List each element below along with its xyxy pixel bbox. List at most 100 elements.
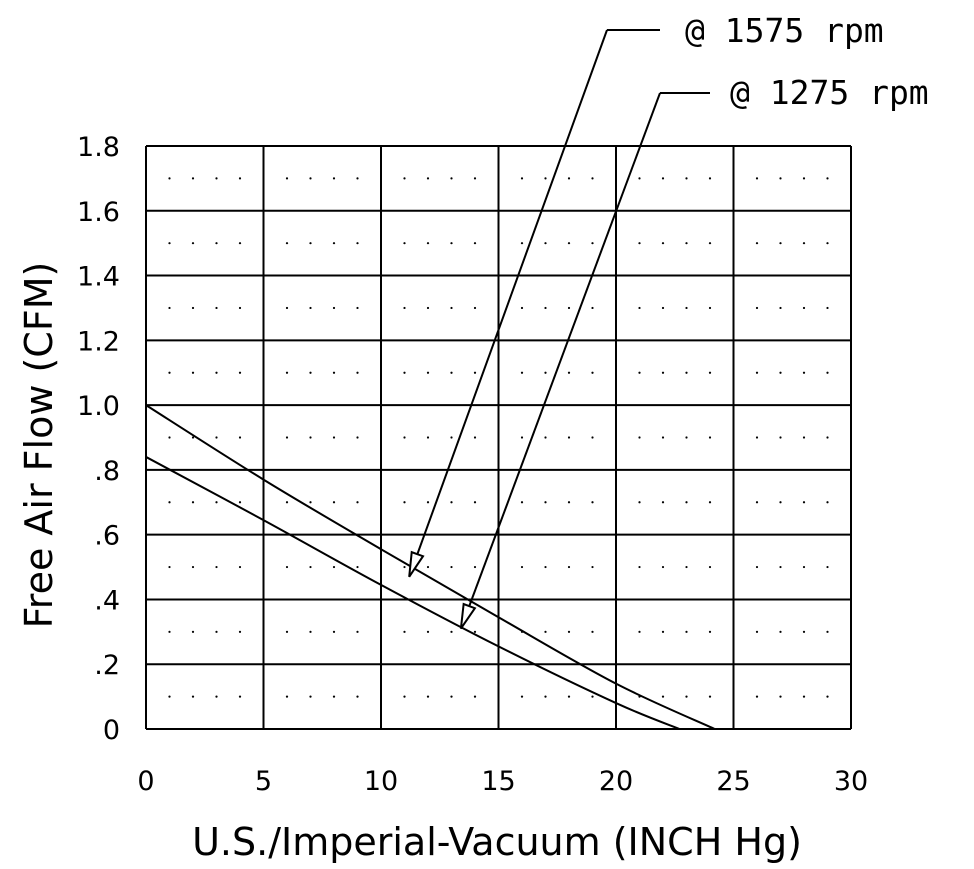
grid-dot bbox=[450, 695, 453, 698]
grid-dot bbox=[638, 242, 641, 245]
grid-dot bbox=[661, 436, 665, 439]
y-tick-label: 1.2 bbox=[77, 326, 120, 357]
grid-dot bbox=[473, 695, 477, 698]
annotation-2: @ 1275 rpm bbox=[459, 73, 929, 630]
grid-dot bbox=[473, 436, 477, 439]
grid-dot bbox=[356, 306, 359, 310]
grid-dot bbox=[215, 695, 218, 698]
grid-dot bbox=[450, 436, 453, 439]
grid-dot bbox=[779, 306, 782, 310]
grid-dot bbox=[309, 371, 312, 374]
x-tick-label: 0 bbox=[137, 766, 154, 797]
grid-dot bbox=[802, 177, 806, 180]
grid-dot bbox=[426, 501, 430, 504]
grid-dot bbox=[332, 242, 336, 245]
grid-dot bbox=[779, 565, 782, 569]
grid-dot bbox=[567, 565, 571, 569]
grid-dot bbox=[520, 242, 524, 245]
grid-dot bbox=[356, 371, 359, 374]
y-tick-labels: 0 .2 .4 .6 .8 1.0 1.2 1.4 1.6 1.8 bbox=[77, 132, 120, 746]
grid-dot bbox=[708, 501, 712, 504]
grid-dot bbox=[168, 242, 171, 245]
grid-dot bbox=[450, 565, 453, 569]
grid-dot bbox=[285, 565, 289, 569]
grid-dot bbox=[168, 501, 171, 504]
grid-dot bbox=[238, 306, 242, 310]
grid-dot bbox=[638, 177, 641, 180]
x-tick-label: 5 bbox=[255, 766, 272, 797]
grid-dot bbox=[356, 695, 359, 698]
grid-dot bbox=[779, 501, 782, 504]
grid-dot bbox=[285, 630, 289, 633]
grid-dot bbox=[591, 436, 594, 439]
grid-dot bbox=[685, 436, 688, 439]
grid-dot bbox=[191, 177, 195, 180]
grid-dot bbox=[638, 371, 641, 374]
grid-dot bbox=[685, 242, 688, 245]
grid-dot bbox=[403, 306, 406, 310]
grid-dot bbox=[238, 436, 242, 439]
grid-dot bbox=[473, 371, 477, 374]
grid-dot bbox=[708, 630, 712, 633]
grid-dot bbox=[826, 630, 829, 633]
grid-dot bbox=[426, 371, 430, 374]
grid-dot bbox=[168, 436, 171, 439]
grid-dot bbox=[638, 565, 641, 569]
grid-dot bbox=[708, 177, 712, 180]
grid-dot bbox=[473, 242, 477, 245]
grid-dot bbox=[238, 371, 242, 374]
annotation-label: @ 1575 rpm bbox=[685, 11, 884, 50]
grid-dot bbox=[473, 306, 477, 310]
annotation-label: @ 1275 rpm bbox=[730, 73, 929, 112]
grid-dot bbox=[426, 306, 430, 310]
grid-dot bbox=[544, 242, 547, 245]
grid-dot bbox=[661, 695, 665, 698]
grid-dot bbox=[520, 177, 524, 180]
grid-dot bbox=[567, 695, 571, 698]
grid-dot bbox=[826, 177, 829, 180]
grid-dot bbox=[591, 630, 594, 633]
grid-dot bbox=[544, 630, 547, 633]
grid-dot bbox=[755, 242, 759, 245]
grid-dot bbox=[661, 630, 665, 633]
grid-dot bbox=[426, 695, 430, 698]
grid-dot bbox=[591, 565, 594, 569]
grid-dot bbox=[638, 501, 641, 504]
annotations: @ 1575 rpm @ 1275 rpm bbox=[408, 11, 929, 630]
y-axis-title: Free Air Flow (CFM) bbox=[17, 262, 61, 629]
y-tick-label: 1.0 bbox=[77, 391, 120, 422]
grid-dot bbox=[755, 177, 759, 180]
grid-dot bbox=[168, 177, 171, 180]
grid-dot bbox=[215, 436, 218, 439]
arrowhead bbox=[408, 550, 425, 578]
grid-dot bbox=[685, 177, 688, 180]
y-tick-label: 0 bbox=[103, 715, 120, 746]
grid-dot bbox=[309, 242, 312, 245]
grid-dot bbox=[332, 695, 336, 698]
grid-dot bbox=[473, 501, 477, 504]
grid-dot bbox=[826, 371, 829, 374]
grid-dot bbox=[685, 371, 688, 374]
grid-dot bbox=[708, 306, 712, 310]
grid-dot bbox=[755, 501, 759, 504]
grid-dot bbox=[356, 565, 359, 569]
grid-dot bbox=[332, 565, 336, 569]
grid-dot bbox=[215, 177, 218, 180]
grid-dot bbox=[826, 436, 829, 439]
grid-dot bbox=[779, 436, 782, 439]
grid-dot bbox=[356, 436, 359, 439]
series-line-1 bbox=[145, 404, 716, 730]
grid-dot bbox=[544, 436, 547, 439]
grid-dot bbox=[520, 306, 524, 310]
grid-dot bbox=[426, 565, 430, 569]
grid-dot bbox=[755, 306, 759, 310]
grid-dot bbox=[238, 695, 242, 698]
y-tick-label: .6 bbox=[94, 521, 120, 552]
grid-dot bbox=[285, 436, 289, 439]
grid-dot bbox=[708, 371, 712, 374]
grid-dot bbox=[708, 695, 712, 698]
grid-dot bbox=[426, 630, 430, 633]
x-tick-label: 30 bbox=[834, 766, 868, 797]
annotation-1: @ 1575 rpm bbox=[408, 11, 884, 578]
grid-dot bbox=[403, 242, 406, 245]
